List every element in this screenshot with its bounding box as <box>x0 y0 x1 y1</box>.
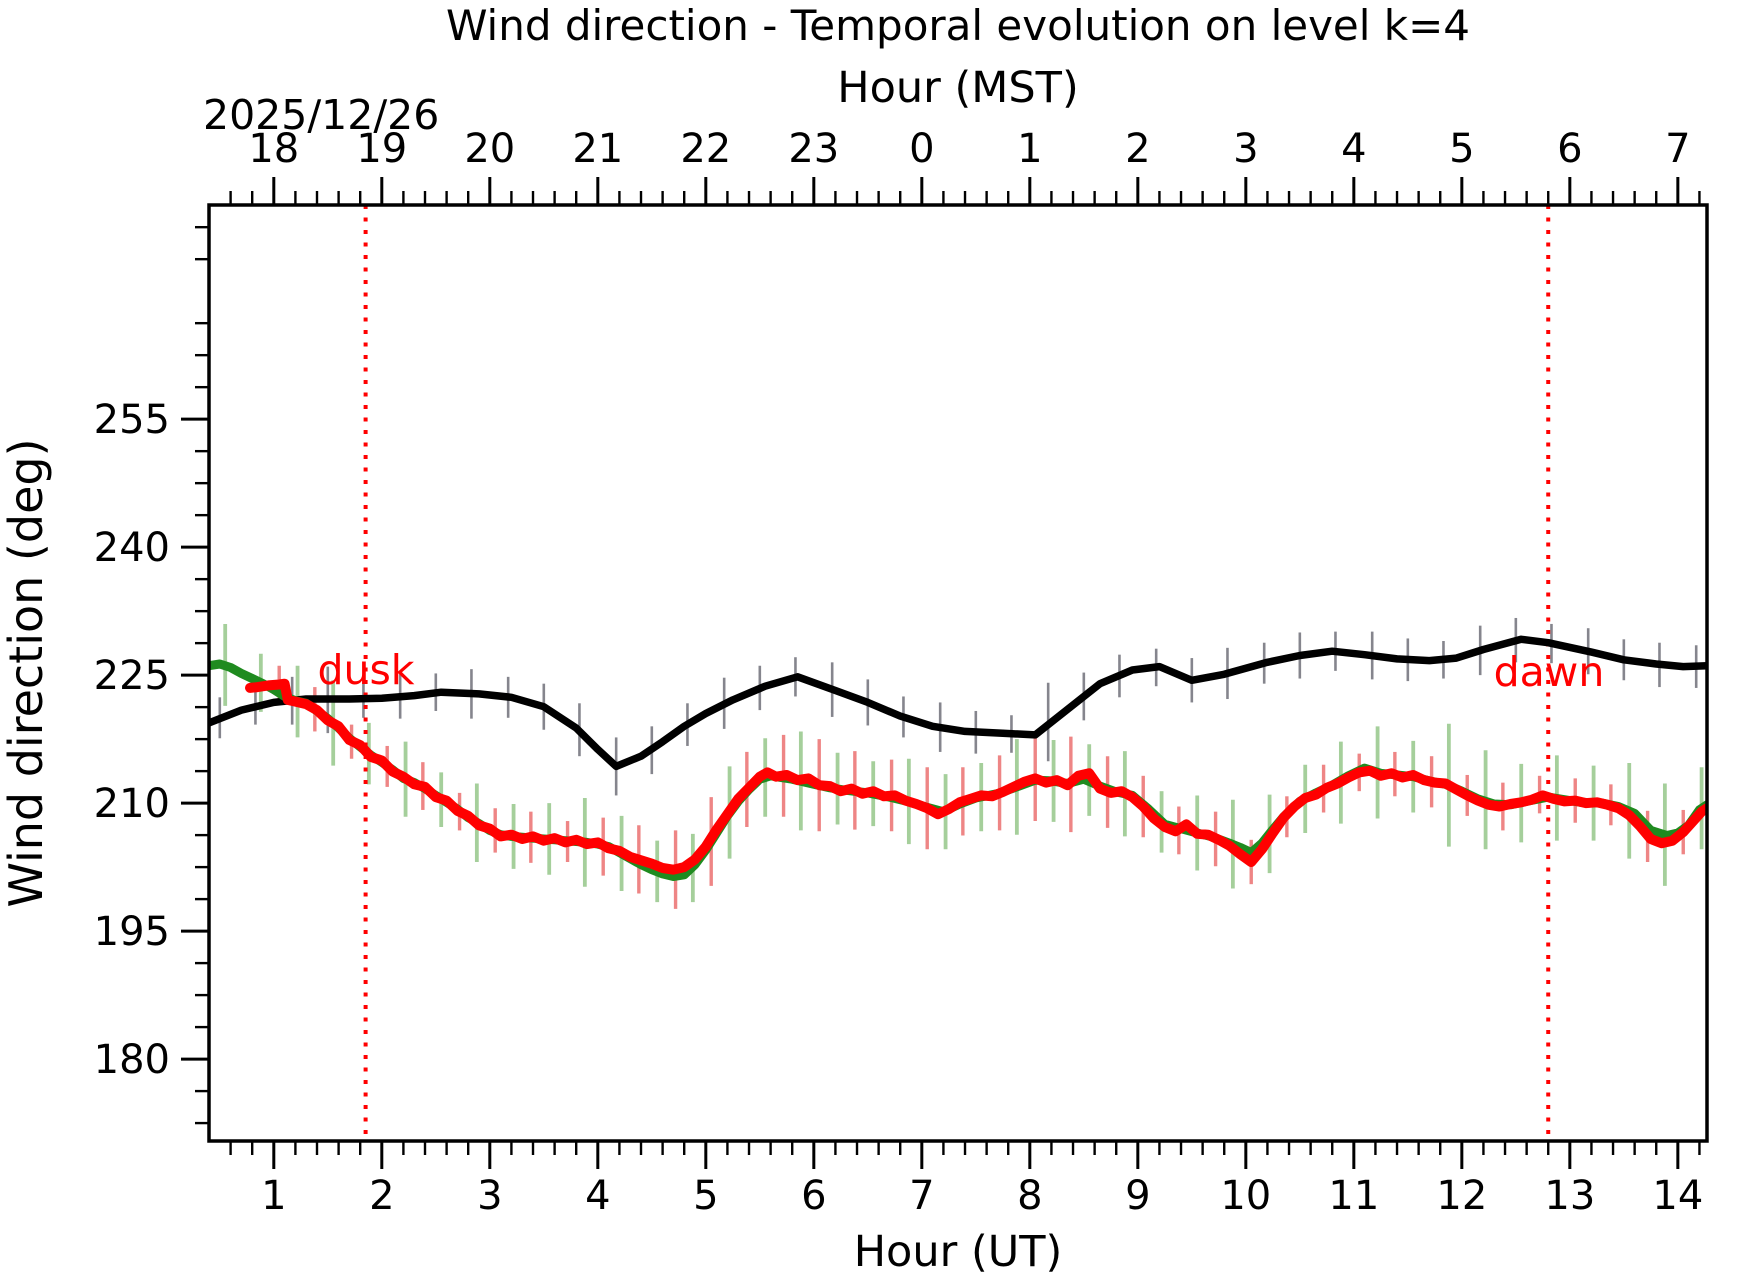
bottom-tick-labels: 1 2 3 4 5 6 7 8 9 10 11 12 13 14 <box>261 1173 1703 1219</box>
bottom-axis-ticks <box>229 1141 1701 1169</box>
error-bars-black <box>218 617 1698 796</box>
top-tick-label: 6 <box>1557 126 1582 172</box>
top-tick-label: 4 <box>1341 126 1366 172</box>
dusk-annotation: dusk <box>317 646 414 694</box>
top-tick-label: 0 <box>909 126 934 172</box>
y-tick-label: 240 <box>94 525 170 571</box>
bottom-axis-label: Hour (UT) <box>854 1227 1063 1277</box>
dawn-annotation: dawn <box>1494 648 1605 696</box>
top-axis-ticks <box>229 177 1701 205</box>
bottom-tick-label: 10 <box>1220 1173 1271 1219</box>
bottom-tick-label: 11 <box>1328 1173 1379 1219</box>
y-tick-label: 180 <box>94 1037 170 1083</box>
series-red-line <box>245 678 1707 875</box>
series-black-line <box>209 635 1707 771</box>
top-tick-label: 20 <box>464 126 515 172</box>
y-tick-label: 255 <box>94 397 170 443</box>
top-tick-label: 23 <box>788 126 839 172</box>
bottom-tick-label: 13 <box>1544 1173 1595 1219</box>
top-tick-label: 18 <box>248 126 299 172</box>
y-tick-label: 195 <box>94 909 170 955</box>
top-tick-label: 2 <box>1125 126 1150 172</box>
y-axis-label: Wind direction (deg) <box>0 438 53 907</box>
top-tick-label: 21 <box>572 126 623 172</box>
top-tick-labels: 18 19 20 21 22 23 0 1 2 3 4 5 6 7 <box>248 126 1690 172</box>
top-axis-label: Hour (MST) <box>837 63 1078 113</box>
date-annotation: 2025/12/26 <box>203 91 439 139</box>
chart-title: Wind direction - Temporal evolution on l… <box>446 1 1470 50</box>
y-tick-label: 225 <box>94 653 170 699</box>
plot-border <box>207 203 1709 1143</box>
bottom-tick-label: 14 <box>1652 1173 1703 1219</box>
y-tick-label: 210 <box>94 781 170 827</box>
bottom-tick-label: 1 <box>261 1173 286 1219</box>
bottom-tick-label: 8 <box>1017 1173 1042 1219</box>
top-tick-label: 3 <box>1233 126 1258 172</box>
bottom-tick-label: 4 <box>585 1173 610 1219</box>
top-tick-label: 22 <box>680 126 731 172</box>
bottom-tick-label: 9 <box>1125 1173 1150 1219</box>
bottom-tick-label: 12 <box>1436 1173 1487 1219</box>
bottom-tick-label: 3 <box>477 1173 502 1219</box>
bottom-tick-label: 6 <box>801 1173 826 1219</box>
y-axis-ticks <box>181 225 209 1125</box>
y-tick-labels: 255 240 225 210 195 180 <box>94 397 170 1083</box>
axes-ticks-layer <box>181 177 1701 1169</box>
top-tick-label: 7 <box>1665 126 1690 172</box>
bottom-tick-label: 5 <box>693 1173 718 1219</box>
top-tick-label: 19 <box>356 126 407 172</box>
bottom-tick-label: 7 <box>909 1173 934 1219</box>
bottom-tick-label: 2 <box>369 1173 394 1219</box>
top-tick-label: 1 <box>1017 126 1042 172</box>
plot-data-layer <box>209 205 1707 1141</box>
top-tick-label: 5 <box>1449 126 1474 172</box>
